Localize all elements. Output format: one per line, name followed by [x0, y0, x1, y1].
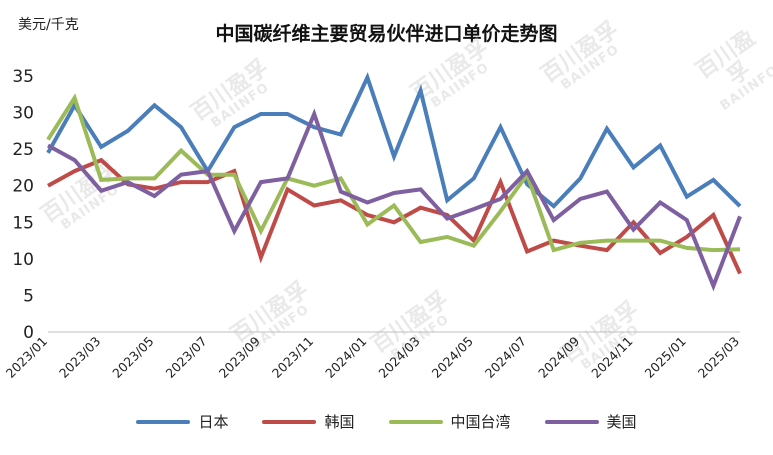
series-line: [46, 72, 742, 209]
y-tick-label: 25: [12, 140, 34, 160]
series-line: [47, 108, 742, 292]
legend-label: 日本: [198, 413, 229, 431]
x-tick-label: 2024/05: [429, 334, 476, 381]
legend-item: 韩国: [262, 411, 355, 432]
series-line: [46, 93, 741, 253]
y-tick-label: 10: [12, 250, 34, 270]
legend-swatch: [136, 419, 191, 424]
legend-label: 韩国: [324, 413, 355, 431]
legend-item: 中国台湾: [388, 411, 511, 432]
legend-swatch: [544, 419, 599, 424]
legend-label: 中国台湾: [450, 413, 511, 431]
x-tick-label: 2024/09: [535, 333, 582, 380]
legend: 日本 韩国 中国台湾 美国: [0, 411, 773, 432]
legend-swatch: [388, 419, 443, 424]
x-tick-label: 2023/07: [162, 334, 209, 381]
y-axis-unit-label: 美元/千克: [18, 17, 79, 33]
x-tick-label: 2024/07: [482, 334, 529, 381]
y-tick-label: 30: [12, 104, 34, 124]
x-tick-label: 2023/11: [269, 334, 316, 381]
y-tick-label: 35: [12, 67, 34, 87]
x-tick-label: 2024/11: [588, 334, 635, 381]
x-tick-label: 2024/01: [322, 334, 369, 381]
x-tick-label: 2025/01: [642, 334, 689, 381]
x-tick-label: 2024/03: [375, 334, 422, 381]
legend-item: 日本: [136, 411, 228, 432]
x-tick-label: 2025/03: [695, 334, 742, 381]
x-tick-label: 2023/09: [216, 333, 263, 380]
x-tick-label: 2023/03: [56, 334, 103, 381]
chart-title: 中国碳纤维主要贸易伙伴进口单价走势图: [215, 23, 558, 45]
x-tick-label: 2023/05: [109, 334, 156, 381]
y-tick-label: 0: [23, 323, 34, 343]
legend-label: 美国: [606, 413, 637, 431]
y-tick-label: 5: [23, 286, 34, 306]
legend-item: 美国: [544, 411, 637, 432]
y-tick-label: 20: [12, 177, 34, 197]
y-tick-label: 15: [12, 213, 34, 233]
legend-swatch: [262, 419, 317, 424]
